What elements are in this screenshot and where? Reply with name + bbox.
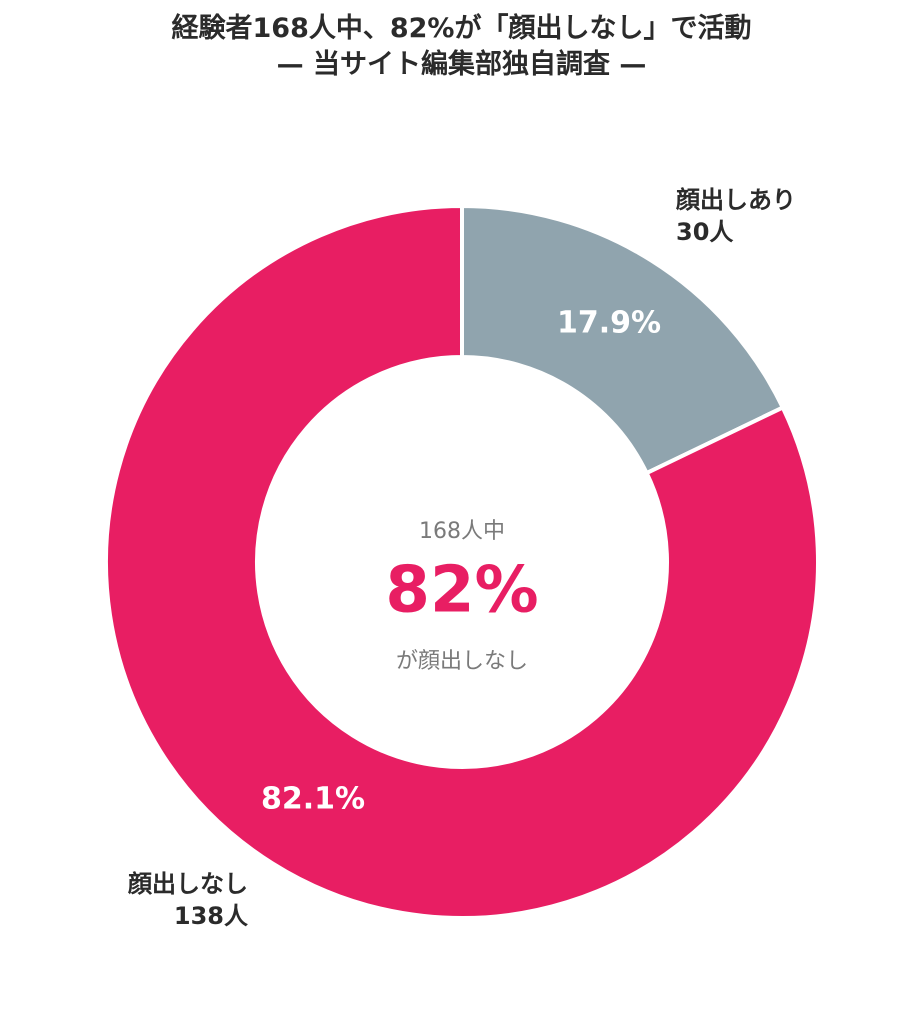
chart-title: 経験者168人中、82%が「顔出しなし」で活動 — [171, 13, 752, 44]
chart-subtitle: — 当サイト編集部独自調査 — — [276, 49, 647, 80]
slice-kaodashi-ari — [460, 203, 786, 476]
percent-label-nashi: 82.1% — [261, 782, 365, 817]
center-total-label: 168人中 — [419, 519, 505, 544]
legend-label-nashi-count: 138人 — [173, 902, 248, 930]
legend-label-nashi-name: 顔出しなし — [128, 870, 248, 898]
legend-label-ari-count: 30人 — [676, 218, 734, 246]
center-percent: 82% — [385, 554, 538, 628]
center-caption: が顔出しなし — [396, 649, 528, 674]
percent-label-ari: 17.9% — [557, 306, 661, 341]
legend-label-ari: 顔出しあり 30人 — [676, 184, 796, 248]
legend-label-ari-name: 顔出しあり — [676, 186, 796, 214]
slice-kaodashi-nashi — [104, 203, 820, 920]
legend-label-nashi: 顔出しなし 138人 — [88, 868, 248, 932]
